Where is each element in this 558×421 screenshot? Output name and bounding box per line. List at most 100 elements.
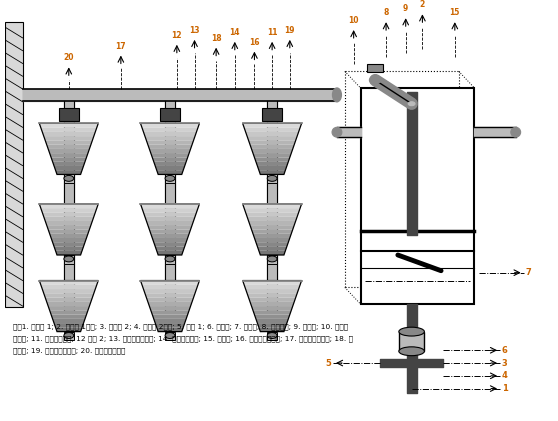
Polygon shape [52,319,85,323]
Bar [64,332,74,341]
Polygon shape [257,323,287,328]
Polygon shape [50,153,88,157]
Polygon shape [253,234,291,238]
Polygon shape [47,302,91,306]
Text: 17: 17 [116,42,126,51]
Polygon shape [246,289,299,293]
Polygon shape [39,204,98,208]
Polygon shape [41,208,97,213]
Polygon shape [41,128,97,132]
Polygon shape [250,225,294,229]
Polygon shape [155,166,185,170]
Ellipse shape [332,127,342,137]
Polygon shape [142,208,198,213]
Bar [267,174,277,183]
Text: 5: 5 [325,359,331,368]
Polygon shape [52,242,85,246]
Polygon shape [50,234,88,238]
Polygon shape [154,162,186,166]
Ellipse shape [165,176,175,181]
Ellipse shape [399,347,425,356]
Polygon shape [256,242,288,246]
Text: 12: 12 [172,31,182,40]
Polygon shape [48,149,89,153]
Text: 2: 2 [420,0,425,9]
Polygon shape [148,302,192,306]
Polygon shape [44,217,94,221]
Polygon shape [247,136,297,140]
Polygon shape [155,323,185,328]
Polygon shape [44,293,94,298]
Polygon shape [142,128,198,132]
Polygon shape [141,123,199,128]
Polygon shape [151,234,189,238]
Polygon shape [145,136,195,140]
Polygon shape [5,22,23,307]
Polygon shape [56,170,82,174]
Polygon shape [252,149,293,153]
Polygon shape [54,323,84,328]
Polygon shape [152,157,187,162]
Polygon shape [154,319,186,323]
Polygon shape [39,123,98,128]
Polygon shape [152,238,187,242]
Bar [59,108,79,121]
Polygon shape [248,221,296,225]
Polygon shape [45,140,93,145]
Polygon shape [155,246,185,251]
Ellipse shape [267,176,277,181]
Bar [360,88,474,304]
Polygon shape [142,285,198,289]
Text: 7: 7 [526,268,531,277]
Polygon shape [146,140,194,145]
Ellipse shape [369,77,381,84]
Polygon shape [141,204,199,208]
Polygon shape [248,298,296,302]
Polygon shape [243,280,301,285]
Polygon shape [146,221,194,225]
Polygon shape [54,166,84,170]
Text: 20: 20 [64,53,74,62]
Polygon shape [143,132,196,136]
Text: 8: 8 [383,8,389,17]
Text: 3: 3 [502,359,508,368]
Polygon shape [41,285,97,289]
Ellipse shape [267,256,277,262]
Polygon shape [143,289,196,293]
Polygon shape [256,162,288,166]
Text: 1: 1 [502,384,508,393]
Text: 9: 9 [403,4,408,13]
Ellipse shape [333,88,341,102]
Polygon shape [143,213,196,217]
Polygon shape [157,328,183,332]
Polygon shape [254,238,290,242]
Polygon shape [250,302,294,306]
Text: 10: 10 [348,16,359,25]
Polygon shape [145,293,195,298]
Polygon shape [150,149,191,153]
Polygon shape [45,298,93,302]
Polygon shape [56,328,82,332]
Polygon shape [56,251,82,255]
Bar [165,255,175,264]
Polygon shape [243,123,301,128]
Bar [160,108,180,121]
Polygon shape [47,225,91,229]
Ellipse shape [165,333,175,338]
Bar [267,255,277,264]
Bar [165,174,175,183]
Polygon shape [39,280,98,285]
Ellipse shape [408,102,415,106]
Polygon shape [42,213,95,217]
Polygon shape [157,251,183,255]
Polygon shape [254,314,290,319]
Polygon shape [244,128,300,132]
Polygon shape [154,242,186,246]
Ellipse shape [267,333,277,338]
Polygon shape [47,145,91,149]
Text: 6: 6 [502,346,508,355]
Polygon shape [44,136,94,140]
Polygon shape [256,319,288,323]
Polygon shape [246,213,299,217]
Polygon shape [243,204,301,208]
